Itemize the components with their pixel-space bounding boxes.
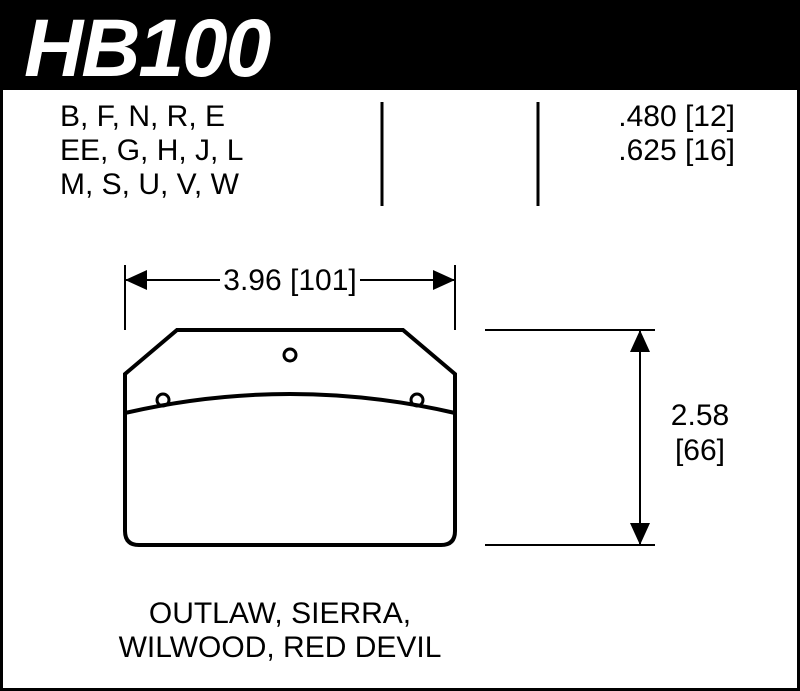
pin-hole xyxy=(284,349,296,361)
height-dimension-label: [66] xyxy=(675,434,725,467)
diagram-svg: 3.96 [101] 2.58[66] xyxy=(0,0,800,691)
caption-line: WILWOOD, RED DEVIL xyxy=(0,631,560,665)
page: HB100 B, F, N, R, E EE, G, H, J, L M, S,… xyxy=(0,0,800,691)
pad-curve xyxy=(125,394,455,413)
arrow-right-icon xyxy=(433,270,455,290)
arrow-up-icon xyxy=(630,330,650,352)
caption-line: OUTLAW, SIERRA, xyxy=(0,597,560,631)
width-dimension-label: 3.96 [101] xyxy=(223,264,356,297)
arrow-left-icon xyxy=(125,270,147,290)
arrow-down-icon xyxy=(630,523,650,545)
caliper-caption: OUTLAW, SIERRA, WILWOOD, RED DEVIL xyxy=(0,597,560,665)
height-dimension-label: 2.58 xyxy=(671,399,729,432)
